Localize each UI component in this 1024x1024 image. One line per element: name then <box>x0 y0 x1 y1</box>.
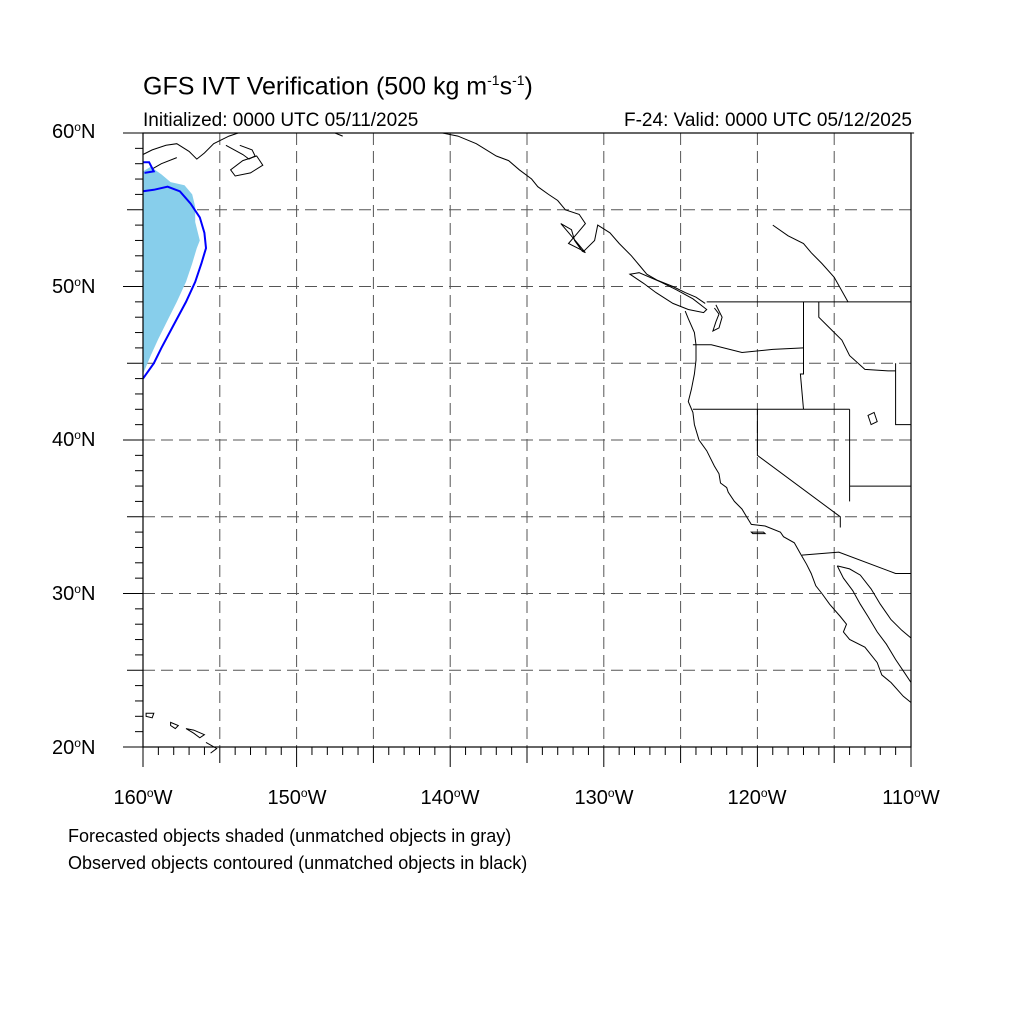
lon-label-140w: 140oW <box>420 786 480 809</box>
island-oahu <box>170 721 180 730</box>
lat-label-60: 60oN <box>52 120 96 143</box>
coastline-gulf-california-west <box>836 565 912 683</box>
island-hawaii <box>205 741 218 754</box>
island-kauai <box>145 712 155 719</box>
border-id-wy <box>895 363 911 426</box>
map-frame <box>142 132 912 748</box>
axis-ticks <box>123 132 912 767</box>
lon-label-110w: 110oW <box>882 786 940 809</box>
observed-object-contour-north <box>143 161 156 174</box>
border-bc-ab <box>772 224 849 303</box>
ivt-objects <box>142 161 208 380</box>
coastline-kodiak <box>229 155 264 177</box>
coastlines-borders <box>142 132 915 754</box>
lat-label-50: 50oN <box>52 275 96 298</box>
great-salt-lake <box>867 411 878 426</box>
border-wa-or <box>692 344 804 354</box>
lat-label-30: 30oN <box>52 582 96 605</box>
coastline-haida-gwaii <box>560 223 586 254</box>
lon-label-150w: 150oW <box>267 786 327 809</box>
coastline-gulf-california-east <box>837 565 912 639</box>
init-time-label: Initialized: 0000 UTC 05/11/2025 <box>143 110 419 131</box>
coastline-canada <box>442 132 706 304</box>
lon-label-130w: 130oW <box>574 786 634 809</box>
graticule-grid <box>143 133 911 747</box>
border-us-mexico <box>801 551 911 574</box>
chart-title: GFS IVT Verification (500 kg m-1s-1) <box>143 72 533 101</box>
coastline-us-west <box>684 310 912 703</box>
border-id-mt <box>818 301 896 372</box>
valid-time-label: F-24: Valid: 0000 UTC 05/12/2025 <box>624 110 912 131</box>
coastline-vancouver-island <box>628 272 708 314</box>
lon-label-120w: 120oW <box>727 786 787 809</box>
lat-label-20: 20oN <box>52 736 96 759</box>
forecast-note: Forecasted objects shaded (unmatched obj… <box>68 826 512 846</box>
coastline-bristol-bay <box>142 132 239 160</box>
observed-note: Observed objects contoured (unmatched ob… <box>68 853 528 873</box>
border-ca-nv <box>756 409 841 528</box>
forecast-object-shaded <box>143 166 200 374</box>
coastline-puget-sound <box>712 304 723 332</box>
island-maui <box>185 728 206 739</box>
coastline-alaska-inlet <box>225 144 256 160</box>
observed-object-contour <box>142 185 208 380</box>
lon-label-160w: 160oW <box>113 786 173 809</box>
channel-islands <box>750 531 767 535</box>
lat-label-40: 40oN <box>52 428 96 451</box>
border-idaho-west <box>799 301 804 410</box>
